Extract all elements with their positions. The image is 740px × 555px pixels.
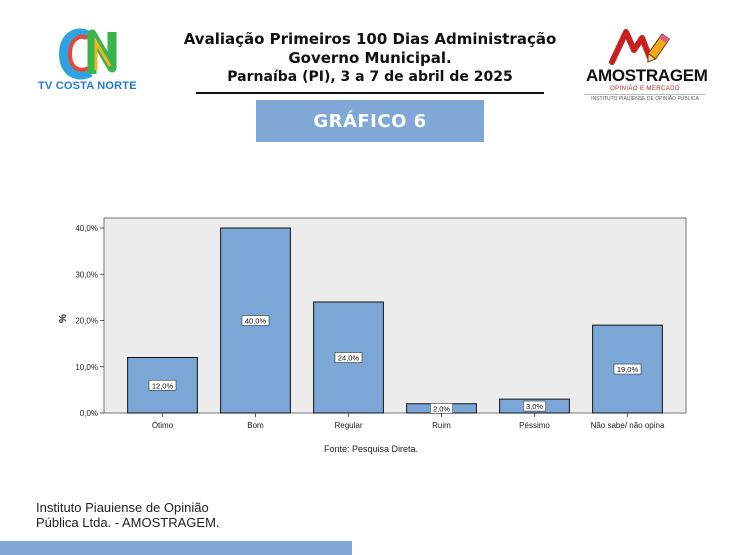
tv-costa-norte-logo: TV COSTA NORTE [30, 28, 150, 94]
x-tick-label: Péssimo [519, 421, 550, 430]
data-label-box [148, 379, 177, 391]
x-tick-label: Ótimo [152, 421, 174, 430]
y-tick-label: 40,0% [75, 224, 98, 233]
x-tick-label: Ruim [432, 421, 451, 430]
y-tick-label: 0,0% [80, 409, 98, 418]
amostragem-subtitle: INSTITUTO PIAUIENSE DE OPINIÃO PÚBLICA [584, 94, 706, 102]
data-label: 40,0% [245, 317, 267, 326]
footer-accent-bar [0, 541, 352, 555]
bar [127, 357, 198, 414]
amostragem-logo: AMOSTRAGEM OPINIÃO E MERCADO INSTITUTO P… [584, 28, 710, 108]
header-title-line1: Avaliação Primeiros 100 Dias Administraç… [183, 30, 557, 48]
data-label: 19,0% [617, 365, 639, 374]
footer-line2: Pública Ltda. - AMOSTRAGEM. [36, 515, 220, 530]
plot-area [103, 217, 687, 414]
bar-chart: 0,0% 10,0% 20,0% 30,0% 40,0% 12,0% 40,0% 24,0%… [58, 217, 687, 454]
data-label-box [522, 400, 546, 412]
data-label: 2,0% [433, 404, 450, 413]
data-label: 12,0% [152, 381, 174, 390]
header-title-line3: Parnaíba (PI), 3 a 7 de abril de 2025 [227, 69, 513, 85]
data-label-box [613, 363, 642, 375]
header-title-line2: Governo Municipal. [288, 49, 452, 67]
y-tick-label: 30,0% [75, 270, 98, 279]
x-axis: Ótimo Bom Regular Ruim Péssimo Não sabe/ não … [152, 413, 665, 430]
y-tick-label: 20,0% [75, 317, 98, 326]
data-label-box [241, 315, 270, 326]
footer-line1: Instituto Piauiense de Opinião [36, 500, 209, 515]
y-axis: 0,0% 10,0% 20,0% 30,0% 40,0% [75, 224, 104, 418]
header-divider [196, 92, 544, 94]
footer-institution: Instituto Piauiense de Opinião Pública L… [36, 500, 220, 530]
report-header: Avaliação Primeiros 100 Dias Administraç… [160, 30, 580, 87]
chart-number-badge: GRÁFICO 6 [256, 100, 484, 142]
tv-costa-norte-label: TV COSTA NORTE [38, 80, 137, 92]
y-tick-label: 10,0% [75, 363, 98, 372]
x-tick-label: Bom [247, 421, 264, 430]
data-label: 24,0% [338, 354, 360, 363]
x-tick-label: Regular [334, 421, 362, 430]
y-axis-label: % [58, 314, 69, 323]
data-label-box [334, 352, 363, 363]
x-tick-label: Não sabe/ não opina [591, 421, 665, 430]
amostragem-tagline: OPINIÃO E MERCADO [610, 86, 680, 92]
data-label: 3,0% [526, 402, 543, 411]
chart-source: Fonte: Pesquisa Direta. [324, 444, 418, 454]
bars: 12,0% 40,0% 24,0% 2,0% 3,0% 19,0% [127, 227, 663, 414]
amostragem-name: AMOSTRAGEM [586, 66, 708, 85]
cn-monogram-icon [58, 28, 117, 80]
amostragem-mark-icon [609, 29, 671, 65]
